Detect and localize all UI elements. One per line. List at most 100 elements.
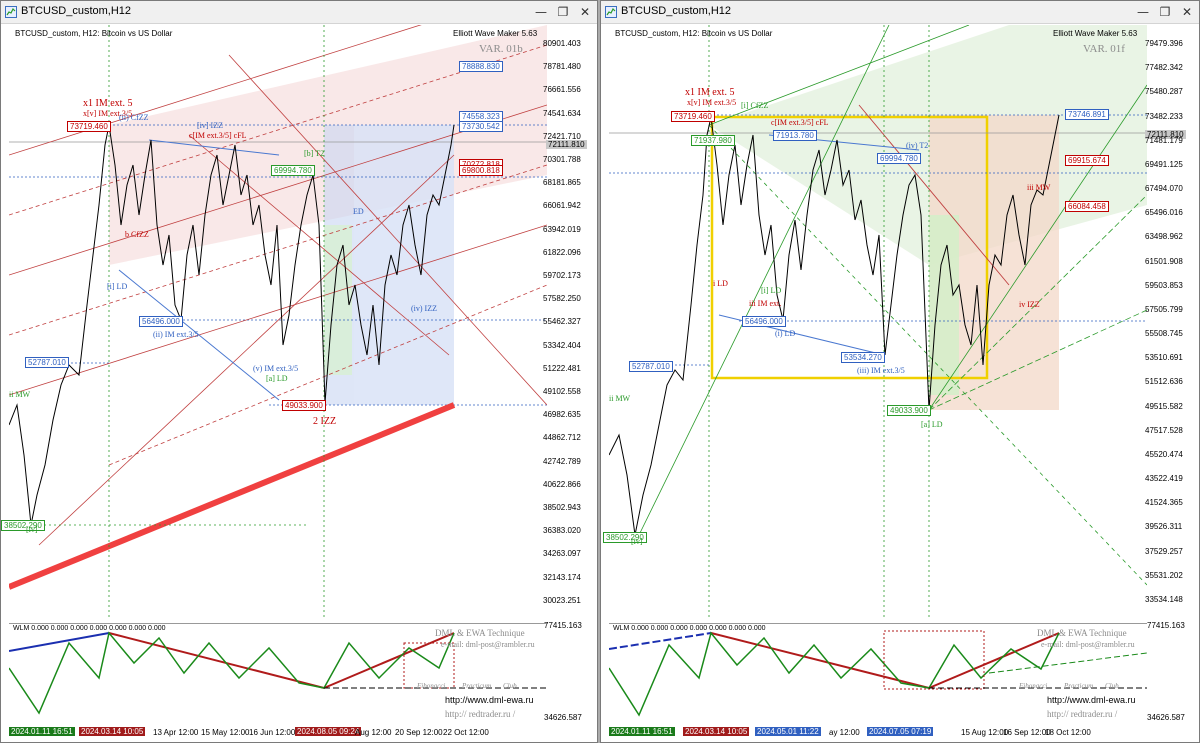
variant-label: VAR. 01f [1083,43,1125,55]
url-label[interactable]: http://www.dml-ewa.ru [1047,695,1136,705]
minimize-button[interactable]: — [535,5,547,19]
wave-label: (v) IM ext.3/5 [253,364,299,373]
price-tick-label: 68181.865 [543,178,581,188]
price-box: 38502.290 [1,520,45,531]
indicator-axis-top: 77415.163 [544,621,582,630]
wave-label: [iv] [26,525,38,534]
fan-lines [638,25,1147,586]
time-label: 20 Sep 12:00 [395,728,443,737]
price-tick-label: 35531.202 [1145,570,1183,580]
price-path [609,114,1060,536]
maximize-button[interactable]: ❐ [557,5,569,19]
price-tick-label: 65496.016 [1145,208,1183,218]
price-tick-label: 63942.019 [543,224,581,234]
price-tick-label: 39526.311 [1145,522,1183,532]
price-tick-label: 53342.404 [543,340,581,350]
price-box: 38502.290 [603,532,647,543]
price-box: 49033.900 [282,400,326,411]
blue-segment [609,632,712,650]
price-box: 56496.000 [139,316,183,327]
time-axis[interactable]: 2024.01.11 16:51 2024.03.14 10:05 2024.0… [609,726,1147,740]
time-label: 22 Oct 12:00 [443,728,489,737]
current-price-box: 72111.810 [546,140,587,149]
price-tick-label: 47517.528 [1145,425,1183,435]
price-tick-label: 36383.020 [543,526,581,536]
url-label[interactable]: http:// redtrader.ru / [445,709,516,719]
price-tick-label: 77482.342 [1145,63,1183,73]
time-label: Aug 12:00 [355,728,392,737]
wave-label: (ii) IM ext.3/5 [153,330,199,339]
time-label: 15 May 12:00 [201,728,250,737]
price-tick-label: 69491.125 [1145,159,1183,169]
price-box: 73719.460 [671,111,715,122]
chart-info-label: BTCUSD_custom, H12: Bitcoin vs US Dollar [615,29,773,38]
price-tick-label: 61822.096 [543,247,581,257]
wave-label: iii IM ext. [749,299,782,308]
price-tick-label: 44862.712 [543,433,581,443]
price-tick-label: 51222.481 [543,363,581,373]
price-tick-label: 57505.799 [1145,304,1183,314]
price-tick-label: 51512.636 [1145,377,1183,387]
price-tick-label: 79479.396 [1145,39,1183,48]
email-label: e-mail: dml-post@rambler.ru [1041,640,1135,649]
price-box: 71937.980 [691,135,735,146]
indicator-panel[interactable] [9,623,547,719]
fib-label: Club [503,682,517,690]
url-label[interactable]: http://www.dml-ewa.ru [445,695,534,705]
time-tag: 2024.01.11 16:51 [9,727,75,736]
chart-info-label: BTCUSD_custom, H12: Bitcoin vs US Dollar [15,29,173,38]
target-zone-inner [354,125,454,405]
price-tick-label: 76661.556 [543,85,581,95]
price-tick-label: 59702.173 [543,271,581,280]
ewm-label: Elliott Wave Maker 5.63 [453,29,538,38]
price-chart[interactable] [9,25,547,617]
close-button[interactable]: ✕ [579,5,591,19]
dml-label: DML & EWA Technique [435,628,525,638]
chart-app-icon [605,6,617,18]
price-box: 73746.891 [1065,109,1109,120]
price-box: 73730.542 [459,121,503,132]
wave-oscillator [9,631,455,715]
close-button[interactable]: ✕ [1181,5,1193,19]
minimize-button[interactable]: — [1137,5,1149,19]
wave-oscillator [609,631,1060,717]
wave-label: i LD [713,279,728,288]
price-tick-label: 33534.148 [1145,594,1183,604]
indicator-panel[interactable] [609,623,1147,719]
price-axis[interactable]: 79479.396 77482.342 75480.287 73482.233 7148… [1141,25,1193,617]
price-tick-label: 55462.327 [543,317,581,327]
wave-label: [i] CfZZ [741,101,769,110]
time-tag: 2024.03.14 10:05 [79,727,146,736]
price-tick-label: 32143.174 [543,572,581,582]
url-label[interactable]: http:// redtrader.ru / [1047,709,1118,719]
time-tag: 2024.08.05 09:24 [295,727,362,736]
wave-label: (iv) T2 [906,141,929,150]
price-tick-label: 49102.558 [543,387,581,396]
wave-label: x[v] IM ext.3/5 [83,109,133,118]
wave-label: (ii) CfZZ [119,113,149,122]
time-axis[interactable]: 2024.01.11 16:51 2024.03.14 10:05 13 Apr… [9,726,547,740]
price-tick-label: 74541.634 [543,108,581,118]
window-titlebar[interactable]: BTCUSD_custom,H12 — ❐ ✕ [601,1,1199,24]
price-axis[interactable]: 80901.403 78781.480 76661.556 74541.634 7242… [539,25,591,617]
chart-window-left[interactable]: BTCUSD_custom,H12 — ❐ ✕ [0,0,598,743]
price-tick-label: 55508.745 [1145,329,1183,338]
chart-window-right[interactable]: BTCUSD_custom,H12 — ❐ ✕ [600,0,1200,743]
price-box: 49033.900 [887,405,931,416]
price-tick-label: 38502.943 [543,503,581,512]
time-tag: 2024.07.05 07:19 [867,727,934,736]
price-box: 69994.780 [877,153,921,164]
price-tick-label: 41524.365 [1145,498,1183,508]
price-tick-label: 43522.419 [1145,474,1183,483]
indicator-axis-bottom: 34626.587 [1147,713,1185,722]
time-label: ay 12:00 [829,728,860,737]
maximize-button[interactable]: ❐ [1159,5,1171,19]
wave-label: iii MW [1027,183,1051,192]
window-titlebar[interactable]: BTCUSD_custom,H12 — ❐ ✕ [1,1,597,24]
wave-label: [a] LD [266,374,288,383]
wave-label: ii MW [9,390,31,399]
price-tick-label: 78781.480 [543,62,581,72]
price-tick-label: 67494.070 [1145,184,1183,193]
thick-trend-line [9,402,456,590]
price-chart[interactable] [609,25,1147,617]
